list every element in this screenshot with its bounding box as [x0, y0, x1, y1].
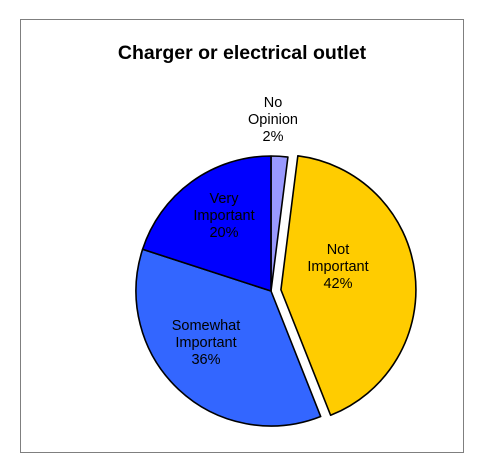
chart-frame: Charger or electrical outlet No Opinion 2%…: [20, 19, 464, 453]
pie-slice-somewhat-important: [135, 248, 322, 427]
slice-label-not-important: Not Important 42%: [307, 242, 368, 292]
pie-slice-not-important: [280, 155, 417, 417]
chart-title: Charger or electrical outlet: [117, 42, 367, 64]
slice-label-very-important: Very Important 20%: [193, 191, 254, 241]
slice-label-no-opinion: No Opinion 2%: [248, 95, 298, 145]
pie-slice-very-important: [141, 155, 272, 292]
slice-label-somewhat-important: Somewhat Important 36%: [172, 318, 241, 368]
pie-chart: No Opinion 2% Not Important 42% Somewhat Import…: [135, 95, 417, 427]
